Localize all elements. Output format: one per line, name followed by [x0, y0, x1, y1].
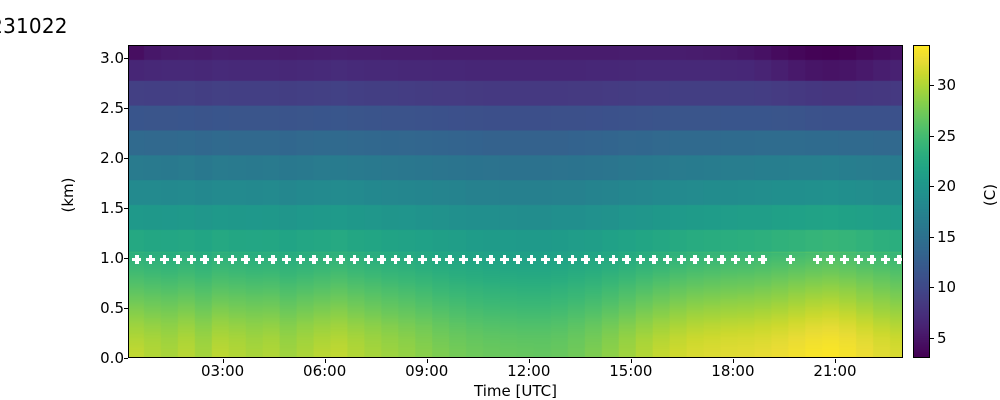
- x-tick-label: 15:00: [609, 362, 653, 380]
- x-tick-label: 21:00: [813, 362, 857, 380]
- heatmap-image: [129, 46, 902, 357]
- colorbar-tick-mark: [930, 85, 934, 87]
- y-tick-label: 2.5: [100, 99, 124, 117]
- y-axis-label: (km): [59, 177, 77, 213]
- y-tick-mark: [124, 358, 128, 359]
- chart-title-text: 20231022: [0, 14, 68, 38]
- x-tick-label: 18:00: [711, 362, 755, 380]
- x-tick-mark: [630, 359, 632, 363]
- colorbar: [913, 45, 930, 358]
- colorbar-tick-label: 5: [937, 328, 947, 347]
- x-tick-label: 09:00: [405, 362, 449, 380]
- colorbar-tick-label: 25: [937, 126, 957, 145]
- x-axis-label: Time [UTC]: [474, 382, 557, 400]
- colorbar-tick-mark: [930, 186, 934, 188]
- x-tick-mark: [426, 359, 428, 363]
- y-tick-mark: [124, 158, 128, 159]
- y-tick-mark: [124, 58, 128, 59]
- colorbar-tick-mark: [930, 287, 934, 289]
- y-tick-label: 1.0: [100, 249, 124, 267]
- colorbar-tick-mark: [930, 135, 934, 137]
- colorbar-tick-label: 30: [937, 76, 957, 95]
- y-tick-mark: [124, 208, 128, 209]
- colorbar-gradient: [914, 46, 929, 357]
- y-tick-mark: [124, 258, 128, 259]
- x-tick-mark: [222, 359, 224, 363]
- x-tick-mark: [324, 359, 326, 363]
- x-tick-mark: [732, 359, 734, 363]
- y-tick-label: 0.5: [100, 299, 124, 317]
- y-tick-label: 1.5: [100, 199, 124, 217]
- heatmap-axes: [128, 45, 903, 358]
- x-tick-label: 03:00: [200, 362, 245, 380]
- colorbar-tick-label: 10: [937, 278, 957, 297]
- y-tick-mark: [124, 308, 128, 309]
- heatmap-canvas: [129, 46, 902, 357]
- x-tick-label: 06:00: [303, 362, 347, 380]
- colorbar-tick-label: 20: [937, 177, 957, 196]
- y-tick-mark: [124, 108, 128, 109]
- y-tick-label: 3.0: [100, 49, 124, 67]
- x-tick-mark: [834, 359, 836, 363]
- colorbar-tick-label: 15: [937, 227, 957, 246]
- y-tick-label: 2.0: [100, 149, 124, 167]
- chart-title: 20231022: [0, 14, 1000, 38]
- y-tick-label: 0.0: [100, 349, 124, 367]
- x-tick-mark: [528, 359, 530, 363]
- colorbar-tick-mark: [930, 236, 934, 238]
- x-tick-label: 12:00: [507, 362, 551, 380]
- colorbar-tick-mark: [930, 337, 934, 339]
- colorbar-label: (C): [981, 183, 999, 207]
